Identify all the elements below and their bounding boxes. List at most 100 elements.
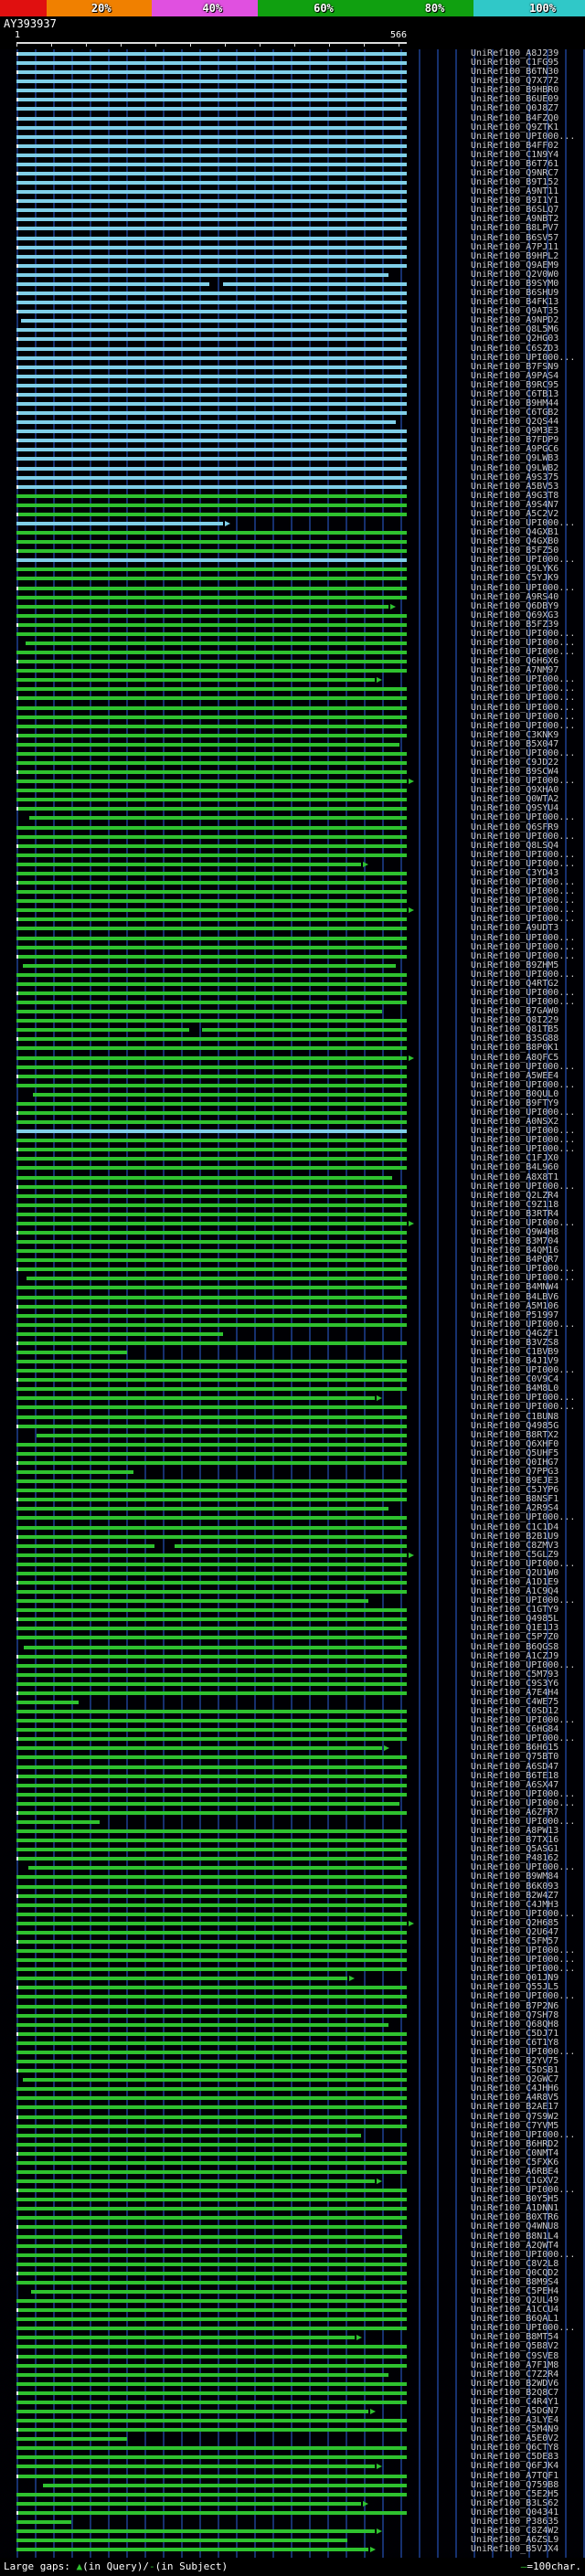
hit-label[interactable]: UniRef100_B5FZ39 — [471, 619, 559, 630]
hit-label[interactable]: UniRef100_Q9NRC7 — [471, 168, 559, 179]
hit-label[interactable]: UniRef100_Q7S9W2 — [471, 2111, 559, 2122]
hit-bar[interactable] — [16, 1424, 407, 1428]
hit-bar[interactable] — [16, 1037, 407, 1042]
hit-label[interactable]: UniRef100_UPI000... — [471, 582, 576, 593]
hit-bar[interactable] — [16, 281, 210, 286]
hit-label[interactable]: UniRef100_A8PW13 — [471, 1826, 559, 1837]
hit-label[interactable]: UniRef100_UPI000... — [471, 1107, 576, 1118]
hit-bar[interactable] — [16, 2548, 368, 2552]
hit-label[interactable]: UniRef100_UPI000... — [471, 812, 576, 823]
hit-bar[interactable] — [16, 1396, 376, 1401]
hit-bar[interactable] — [16, 1304, 407, 1309]
hit-bar[interactable] — [16, 1046, 407, 1051]
hit-label[interactable]: UniRef100_Q0WTA2 — [471, 794, 559, 805]
hit-bar[interactable] — [16, 1387, 407, 1392]
hit-bar[interactable] — [16, 1839, 407, 1843]
hit-bar[interactable] — [16, 245, 407, 249]
hit-label[interactable]: UniRef100_C5PEH4 — [471, 2285, 559, 2296]
hit-bar[interactable] — [16, 503, 407, 507]
hit-label[interactable]: UniRef100_C9SVE8 — [471, 2350, 559, 2361]
hit-bar[interactable] — [16, 2455, 407, 2460]
hit-label[interactable]: UniRef100_B6SHU9 — [471, 288, 559, 299]
hit-bar[interactable] — [16, 567, 407, 572]
hit-label[interactable]: UniRef100_B0XTR6 — [471, 2212, 559, 2223]
hit-bar[interactable] — [16, 1166, 407, 1171]
hit-bar[interactable] — [16, 2189, 407, 2193]
hit-bar[interactable] — [16, 1571, 407, 1575]
hit-label[interactable]: UniRef100_A7TQF1 — [471, 2470, 559, 2481]
hit-bar[interactable] — [16, 1627, 407, 1631]
hit-label[interactable]: UniRef100_UPI000... — [471, 1393, 576, 1404]
hit-bar[interactable] — [16, 199, 407, 204]
hit-bar[interactable] — [16, 1010, 382, 1014]
hit-bar[interactable] — [16, 733, 407, 737]
hit-label[interactable]: UniRef100_Q2H685 — [471, 1917, 559, 1928]
hit-label[interactable]: UniRef100_B3M704 — [471, 1236, 559, 1247]
hit-bar[interactable] — [16, 1930, 407, 1935]
hit-label[interactable]: UniRef100_A1CCU4 — [471, 2305, 559, 2316]
hit-label[interactable]: UniRef100_B8RTX2 — [471, 1429, 559, 1440]
hit-label[interactable]: UniRef100_Q2V0W0 — [471, 269, 559, 280]
hit-label[interactable]: UniRef100_Q8I229 — [471, 1015, 559, 1026]
hit-bar[interactable] — [16, 190, 407, 195]
hit-bar[interactable] — [16, 899, 407, 904]
hit-label[interactable]: UniRef100_A9PAS4 — [471, 370, 559, 381]
hit-bar[interactable] — [16, 2474, 407, 2478]
hit-bar[interactable] — [16, 1516, 407, 1521]
hit-bar[interactable] — [22, 963, 396, 968]
hit-bar[interactable] — [16, 1940, 407, 1945]
hit-label[interactable]: UniRef100_A5BV53 — [471, 481, 559, 492]
hit-bar[interactable] — [16, 2381, 407, 2386]
hit-bar[interactable] — [16, 1203, 407, 1207]
hit-label[interactable]: UniRef100_B3LS62 — [471, 2497, 559, 2508]
hit-bar[interactable] — [16, 2253, 407, 2257]
hit-label[interactable]: UniRef100_C8V2L8 — [471, 2258, 559, 2269]
hit-bar[interactable] — [16, 2539, 348, 2543]
hit-bar[interactable] — [16, 1672, 407, 1677]
hit-label[interactable]: UniRef100_UPI000... — [471, 849, 576, 860]
hit-bar[interactable] — [16, 1286, 407, 1290]
hit-bar[interactable] — [16, 669, 407, 673]
hit-label[interactable]: UniRef100_B4L960 — [471, 1162, 559, 1173]
hit-bar[interactable] — [16, 687, 407, 692]
hit-bar[interactable] — [16, 660, 407, 664]
hit-bar[interactable] — [16, 1295, 407, 1299]
hit-label[interactable]: UniRef100_Q6H6X6 — [471, 656, 559, 667]
hit-bar[interactable] — [16, 1139, 407, 1143]
hit-bar[interactable] — [16, 2271, 407, 2275]
hit-bar[interactable] — [16, 365, 407, 369]
hit-label[interactable]: UniRef100_B5FZ50 — [471, 546, 559, 557]
hit-bar[interactable] — [16, 172, 407, 176]
hit-bar[interactable] — [26, 1277, 407, 1281]
hit-bar[interactable] — [16, 98, 407, 102]
hit-bar[interactable] — [16, 1120, 407, 1125]
hit-bar[interactable] — [16, 715, 407, 719]
hit-label[interactable]: UniRef100_A9S4N7 — [471, 499, 559, 510]
hit-label[interactable]: UniRef100_B2W4Z7 — [471, 1890, 559, 1901]
hit-label[interactable]: UniRef100_UPI000... — [471, 1862, 576, 1873]
hit-bar[interactable] — [16, 1157, 407, 1161]
hit-label[interactable]: UniRef100_UPI000... — [471, 896, 576, 906]
hit-bar[interactable] — [16, 2133, 362, 2137]
hit-label[interactable]: UniRef100_A8X8T1 — [471, 1171, 559, 1182]
hit-bar[interactable] — [16, 981, 407, 986]
hit-label[interactable]: UniRef100_A0NSX2 — [471, 1117, 559, 1128]
hit-bar[interactable] — [16, 1065, 407, 1069]
hit-bar[interactable] — [16, 2501, 362, 2506]
hit-label[interactable]: UniRef100_C5FM57 — [471, 1936, 559, 1947]
hit-bar[interactable] — [16, 1543, 154, 1548]
hit-label[interactable]: UniRef100_A9NT11 — [471, 186, 559, 197]
hit-bar[interactable] — [16, 2160, 407, 2165]
hit-bar[interactable] — [16, 2299, 407, 2304]
hit-bar[interactable] — [25, 641, 407, 645]
hit-label[interactable]: UniRef100_Q5B8V2 — [471, 2341, 559, 2352]
hit-bar[interactable] — [16, 2529, 376, 2534]
hit-label[interactable]: UniRef100_Q7SH78 — [471, 2009, 559, 2020]
hit-bar[interactable] — [16, 1848, 407, 1852]
hit-label[interactable]: UniRef100_A7E4H4 — [471, 1687, 559, 1698]
hit-label[interactable]: UniRef100_UPI000... — [471, 131, 576, 142]
hit-label[interactable]: UniRef100_UPI000... — [471, 1273, 576, 1284]
hit-bar[interactable] — [16, 401, 407, 406]
hit-bar[interactable] — [16, 1710, 407, 1714]
hit-label[interactable]: UniRef100_P38635 — [471, 2516, 559, 2527]
